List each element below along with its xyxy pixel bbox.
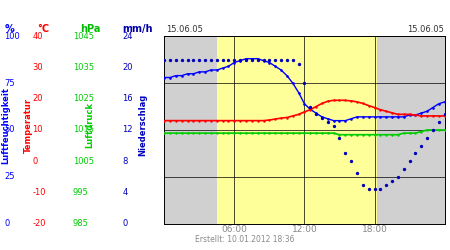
Text: 0: 0 bbox=[4, 219, 10, 228]
Text: 16: 16 bbox=[122, 94, 133, 103]
Text: 100: 100 bbox=[4, 32, 20, 41]
Text: 1045: 1045 bbox=[73, 32, 94, 41]
Text: hPa: hPa bbox=[80, 24, 100, 34]
Text: 0: 0 bbox=[122, 219, 128, 228]
Text: 1015: 1015 bbox=[73, 126, 94, 134]
Text: 985: 985 bbox=[73, 219, 89, 228]
Text: Erstellt: 10.01.2012 18:36: Erstellt: 10.01.2012 18:36 bbox=[195, 235, 295, 244]
Text: 1025: 1025 bbox=[73, 94, 94, 103]
Text: 1005: 1005 bbox=[73, 157, 94, 166]
Text: Niederschlag: Niederschlag bbox=[139, 94, 148, 156]
Text: 50: 50 bbox=[4, 126, 15, 134]
Text: Temperatur: Temperatur bbox=[24, 98, 33, 152]
Text: 12: 12 bbox=[122, 126, 133, 134]
Text: 25: 25 bbox=[4, 172, 15, 182]
Text: 40: 40 bbox=[32, 32, 43, 41]
Text: °C: °C bbox=[37, 24, 50, 34]
Text: 4: 4 bbox=[122, 188, 128, 197]
Text: 20: 20 bbox=[122, 63, 133, 72]
Text: -20: -20 bbox=[32, 219, 46, 228]
Text: Luftfeuchtigkeit: Luftfeuchtigkeit bbox=[1, 86, 10, 164]
Bar bbox=[217, 36, 377, 224]
Text: 8: 8 bbox=[122, 157, 128, 166]
Text: Luftdruck: Luftdruck bbox=[86, 102, 94, 148]
Text: 1035: 1035 bbox=[73, 63, 94, 72]
Text: 24: 24 bbox=[122, 32, 133, 41]
Text: %: % bbox=[4, 24, 14, 34]
Text: 75: 75 bbox=[4, 78, 15, 88]
Text: 0: 0 bbox=[32, 157, 38, 166]
Text: 20: 20 bbox=[32, 94, 43, 103]
Text: 995: 995 bbox=[73, 188, 89, 197]
Text: 30: 30 bbox=[32, 63, 43, 72]
Text: -10: -10 bbox=[32, 188, 46, 197]
Text: 15.06.05: 15.06.05 bbox=[166, 25, 202, 34]
Text: 15.06.05: 15.06.05 bbox=[407, 25, 444, 34]
Text: mm/h: mm/h bbox=[122, 24, 153, 34]
Text: 10: 10 bbox=[32, 126, 43, 134]
